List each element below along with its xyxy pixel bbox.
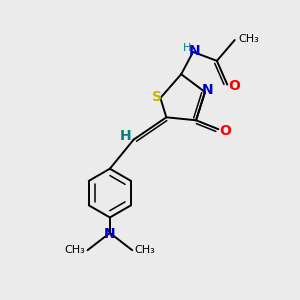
Text: N: N xyxy=(104,226,116,241)
Text: S: S xyxy=(152,89,162,103)
Text: O: O xyxy=(228,79,240,93)
Text: H: H xyxy=(183,44,192,53)
Text: H: H xyxy=(119,129,131,143)
Text: N: N xyxy=(189,44,200,58)
Text: CH₃: CH₃ xyxy=(134,245,155,255)
Text: N: N xyxy=(202,83,214,97)
Text: CH₃: CH₃ xyxy=(238,34,259,44)
Text: CH₃: CH₃ xyxy=(64,245,85,255)
Text: O: O xyxy=(219,124,231,138)
